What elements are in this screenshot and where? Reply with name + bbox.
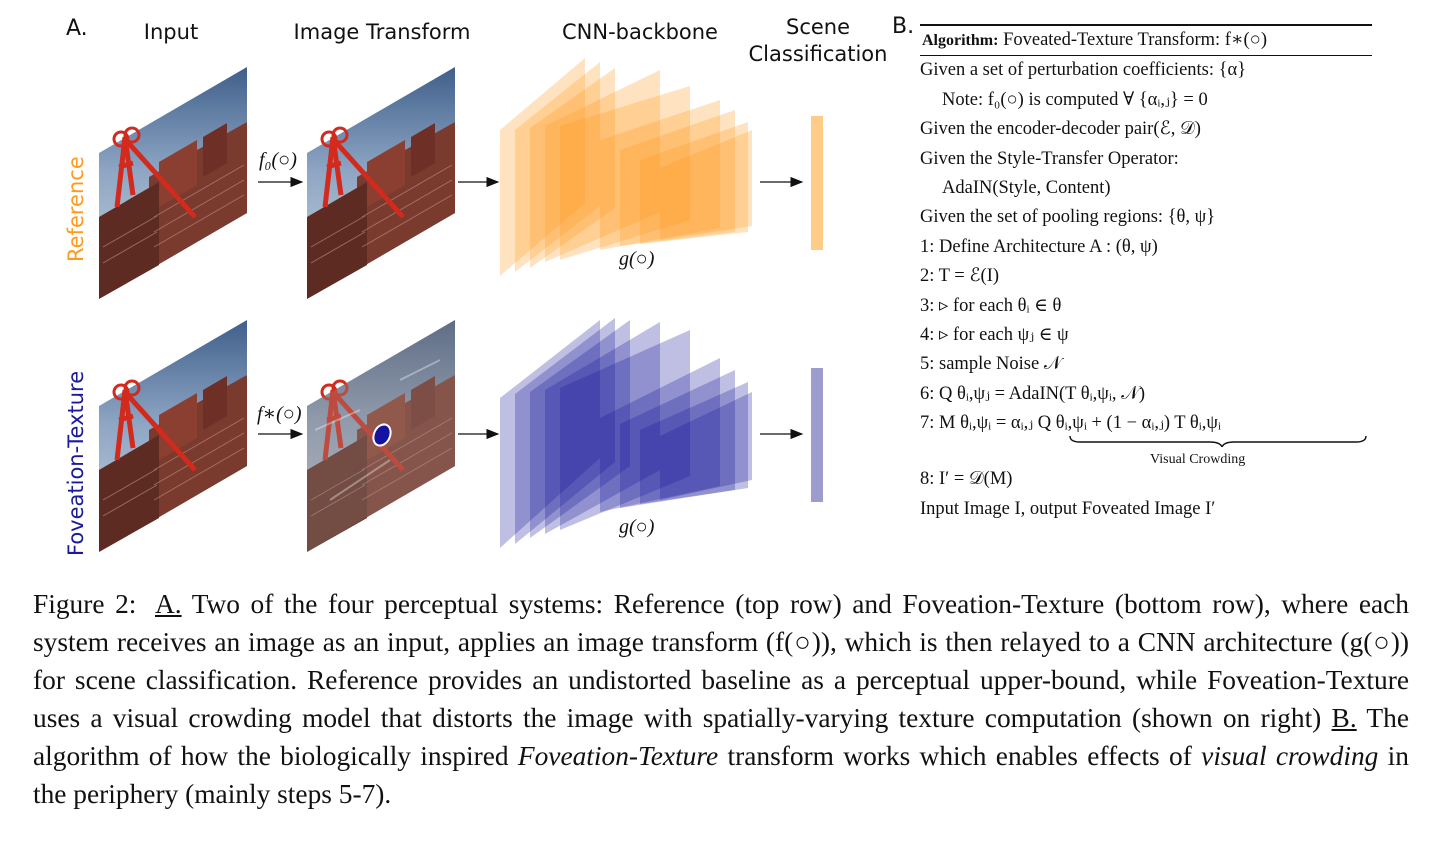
- algorithm-title-bold: Algorithm:: [922, 32, 999, 49]
- f-zero-label: f₀(○): [259, 149, 297, 171]
- pipeline-diagram: [0, 58, 823, 552]
- column-header-transform: Image Transform: [293, 20, 471, 44]
- algorithm-line: AdaIN(Style, Content): [942, 178, 1111, 199]
- caption-italic-crowding: visual crowding: [1201, 741, 1379, 771]
- fixation-point-marker: [372, 423, 392, 447]
- algorithm-line: Given the encoder-decoder pair(ℰ, 𝒟): [920, 119, 1201, 140]
- visual-crowding-brace: Visual Crowding: [920, 436, 1372, 467]
- visual-crowding-label: Visual Crowding: [1150, 452, 1246, 468]
- foveation-transformed-image: [307, 320, 455, 552]
- figure-panel: A. Input Image Transform CNN-backbone Sc…: [0, 14, 1372, 556]
- algorithm-title-rest: Foveated-Texture Transform: f∗(○): [1003, 30, 1267, 50]
- algorithm-top-rule: [920, 24, 1372, 26]
- scene-header-line1: Scene: [785, 15, 851, 39]
- column-header-scene: Scene Classification: [740, 14, 896, 68]
- column-header-input: Input: [143, 20, 199, 44]
- panel-b-label: B.: [892, 14, 915, 39]
- algorithm-step: 3: ▹ for each θᵢ ∈ θ: [920, 295, 1062, 316]
- reference-input-image: [99, 67, 247, 299]
- scene-header-line2: Classification: [748, 42, 888, 66]
- caption-italic-foveation: Foveation-Texture: [517, 741, 719, 771]
- caption-b-label: B.: [1331, 703, 1357, 733]
- reference-cnn-layers: [500, 58, 752, 276]
- caption-a-label: A.: [154, 589, 182, 619]
- g-label-foveation: g(○): [619, 516, 655, 538]
- caption-figure-number: Figure 2:: [33, 589, 137, 619]
- algorithm-step: 1: Define Architecture A : (θ, ψ): [920, 236, 1158, 257]
- algorithm-step: 6: Q θᵢ,ψⱼ = AdaIN(T θᵢ,ψᵢ, 𝒩): [920, 383, 1145, 404]
- g-label-reference: g(○): [619, 248, 655, 270]
- algorithm-line: Given the set of pooling regions: {θ, ψ}: [920, 207, 1216, 228]
- algorithm-line: Input Image I, output Foveated Image I′: [920, 498, 1216, 519]
- algorithm-title: Algorithm: Foveated-Texture Transform: f…: [920, 26, 1372, 55]
- panel-a-label: A.: [66, 16, 88, 41]
- f-star-label: f∗(○): [257, 403, 302, 425]
- algorithm-box: Algorithm: Foveated-Texture Transform: f…: [920, 24, 1372, 524]
- algorithm-line: Given the Style-Transfer Operator:: [920, 148, 1179, 169]
- figure-caption: Figure 2: A. Two of the four perceptual …: [33, 585, 1409, 813]
- foveation-cnn-layers: [500, 318, 752, 548]
- reference-transformed-image: [307, 67, 455, 299]
- brace-icon: [1069, 436, 1367, 448]
- algorithm-line: Given a set of perturbation coefficients…: [920, 60, 1247, 81]
- algorithm-line: Note: f₀(○) is computed ∀ {αᵢ,ⱼ} = 0: [942, 89, 1208, 110]
- algorithm-step: 5: sample Noise 𝒩: [920, 354, 1062, 375]
- algorithm-header-rule: [920, 55, 1372, 57]
- caption-part4: in the periphery (mainly steps 5-7).: [33, 741, 1409, 809]
- foveation-scene-output-bar: [811, 368, 823, 502]
- algorithm-step: 2: T = ℰ(I): [920, 266, 1000, 287]
- reference-scene-output-bar: [811, 116, 823, 250]
- column-header-backbone: CNN-backbone: [562, 20, 718, 44]
- caption-part2: The algorithm of how the biologically in…: [33, 703, 1409, 771]
- foveation-input-image: [99, 320, 247, 552]
- algorithm-step: 4: ▹ for each ψⱼ ∈ ψ: [920, 325, 1069, 346]
- algorithm-step-7: 7: M θᵢ,ψᵢ = αᵢ,ⱼ Q θᵢ,ψᵢ + (1 − αᵢ,ⱼ) T…: [920, 409, 1372, 439]
- caption-part1: Two of the four perceptual systems: Refe…: [33, 589, 1409, 733]
- algorithm-step: 8: I′ = 𝒟(M): [920, 469, 1013, 490]
- caption-part3: transform works which enables effects of: [727, 741, 1192, 771]
- algorithm-step-7-text: 7: M θᵢ,ψᵢ = αᵢ,ⱼ Q θᵢ,ψᵢ + (1 − αᵢ,ⱼ) T…: [920, 413, 1222, 434]
